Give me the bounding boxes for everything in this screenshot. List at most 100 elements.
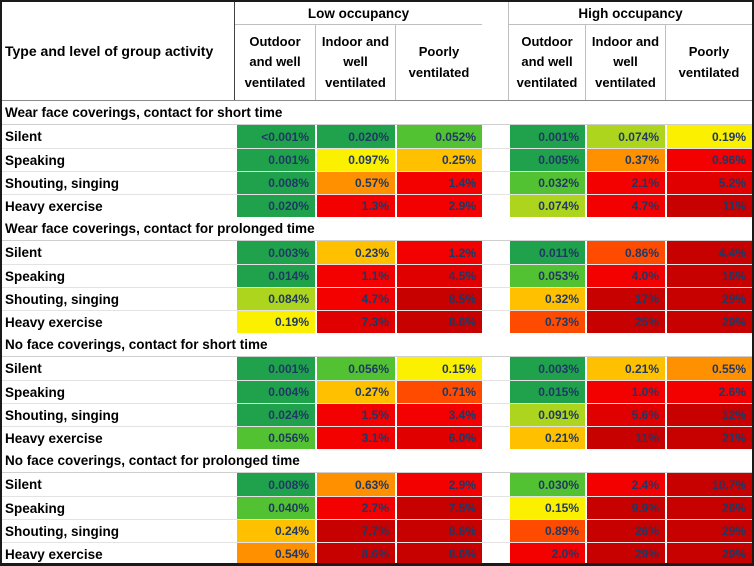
row-label: Speaking — [2, 497, 235, 519]
table-row: Shouting, singing 0.024% 1.5% 3.4% 0.091… — [2, 403, 752, 426]
table-row: Heavy exercise 0.19% 7.3% 8.6% 0.73% 25%… — [2, 310, 752, 333]
risk-cell: 3.1% — [315, 427, 395, 449]
row-label: Heavy exercise — [2, 543, 235, 563]
section-title: No face coverings, contact for prolonged… — [2, 449, 752, 473]
risk-cell: 11% — [585, 427, 665, 449]
risk-cell: 1.4% — [395, 172, 482, 194]
gap-spacer — [482, 125, 508, 148]
risk-cell: 29% — [665, 288, 752, 310]
risk-cell: 10.7% — [665, 473, 752, 496]
risk-cell: 29% — [665, 311, 752, 333]
col-header-high-outdoor: Outdoor and well ventilated — [508, 25, 585, 100]
risk-cell: 1.0% — [585, 381, 665, 403]
row-label: Shouting, singing — [2, 404, 235, 426]
risk-cell: 26% — [665, 497, 752, 519]
risk-cell: 2.1% — [585, 172, 665, 194]
risk-cell: 11% — [665, 195, 752, 217]
risk-cell: 0.056% — [235, 427, 315, 449]
risk-cell: 8.6% — [395, 520, 482, 542]
risk-cell: 1.2% — [395, 241, 482, 264]
table-body: Wear face coverings, contact for short t… — [2, 101, 752, 563]
risk-cell: 0.053% — [508, 265, 585, 287]
risk-cell: 0.25% — [395, 149, 482, 171]
risk-cell: 8.6% — [395, 543, 482, 563]
risk-cell: <0.001% — [235, 125, 315, 148]
risk-cell: 0.96% — [665, 149, 752, 171]
risk-cell: 0.030% — [508, 473, 585, 496]
risk-cell: 0.71% — [395, 381, 482, 403]
gap-spacer — [482, 497, 508, 519]
table-row: Speaking 0.001% 0.097% 0.25% 0.005% 0.37… — [2, 148, 752, 171]
risk-cell: 8.5% — [395, 288, 482, 310]
risk-cell: 0.63% — [315, 473, 395, 496]
risk-cell: 1.1% — [315, 265, 395, 287]
gap-spacer — [482, 427, 508, 449]
risk-cell: 8.6% — [395, 311, 482, 333]
header-gap-spacer — [482, 2, 508, 100]
risk-cell: 3.4% — [395, 404, 482, 426]
risk-cell: 2.9% — [395, 473, 482, 496]
risk-cell: 0.55% — [665, 357, 752, 380]
gap-spacer — [482, 473, 508, 496]
table-row: Silent 0.008% 0.63% 2.9% 0.030% 2.4% 10.… — [2, 473, 752, 496]
table-section: Wear face coverings, contact for prolong… — [2, 217, 752, 333]
risk-cell: 0.001% — [235, 149, 315, 171]
risk-cell: 0.015% — [508, 381, 585, 403]
risk-cell: 0.040% — [235, 497, 315, 519]
risk-cell: 16% — [665, 265, 752, 287]
risk-cell: 0.15% — [508, 497, 585, 519]
risk-cell: 2.9% — [395, 195, 482, 217]
risk-cell: 4.4% — [665, 241, 752, 264]
table-section: No face coverings, contact for prolonged… — [2, 449, 752, 563]
gap-spacer — [482, 311, 508, 333]
table-section: No face coverings, contact for short tim… — [2, 333, 752, 449]
risk-cell: 0.074% — [508, 195, 585, 217]
risk-cell: 0.097% — [315, 149, 395, 171]
table-section: Wear face coverings, contact for short t… — [2, 101, 752, 217]
risk-cell: 8.6% — [315, 543, 395, 563]
table-row: Speaking 0.040% 2.7% 7.5% 0.15% 9.9% 26% — [2, 496, 752, 519]
risk-cell: 0.011% — [508, 241, 585, 264]
risk-cell: 4.5% — [395, 265, 482, 287]
risk-cell: 0.73% — [508, 311, 585, 333]
row-label: Silent — [2, 357, 235, 380]
risk-cell: 0.024% — [235, 404, 315, 426]
risk-cell: 0.056% — [315, 357, 395, 380]
gap-spacer — [482, 520, 508, 542]
risk-cell: 2.4% — [585, 473, 665, 496]
table-row: Speaking 0.014% 1.1% 4.5% 0.053% 4.0% 16… — [2, 264, 752, 287]
risk-cell: 4.7% — [315, 288, 395, 310]
row-label: Speaking — [2, 149, 235, 171]
gap-spacer — [482, 543, 508, 563]
table-row: Heavy exercise 0.020% 1.3% 2.9% 0.074% 4… — [2, 194, 752, 217]
risk-cell: 26% — [585, 520, 665, 542]
col-header-low-outdoor: Outdoor and well ventilated — [244, 34, 306, 90]
row-label: Heavy exercise — [2, 311, 235, 333]
risk-cell: 7.3% — [315, 311, 395, 333]
corner-label: Type and level of group activity — [2, 2, 235, 100]
risk-cell: 0.23% — [315, 241, 395, 264]
risk-cell: 0.15% — [395, 357, 482, 380]
risk-cell: 0.54% — [235, 543, 315, 563]
risk-cell: 1.3% — [315, 195, 395, 217]
risk-cell: 0.084% — [235, 288, 315, 310]
risk-cell: 0.008% — [235, 473, 315, 496]
risk-cell: 0.27% — [315, 381, 395, 403]
risk-cell: 0.21% — [585, 357, 665, 380]
row-label: Shouting, singing — [2, 172, 235, 194]
risk-cell: 0.24% — [235, 520, 315, 542]
table-row: Heavy exercise 0.056% 3.1% 6.0% 0.21% 11… — [2, 426, 752, 449]
risk-cell: 0.19% — [665, 125, 752, 148]
risk-cell: 2.7% — [315, 497, 395, 519]
risk-cell: 9.9% — [585, 497, 665, 519]
risk-cell: 0.020% — [235, 195, 315, 217]
risk-cell: 0.032% — [508, 172, 585, 194]
table-row: Shouting, singing 0.008% 0.57% 1.4% 0.03… — [2, 171, 752, 194]
risk-cell: 0.19% — [235, 311, 315, 333]
gap-spacer — [482, 381, 508, 403]
risk-cell: 0.005% — [508, 149, 585, 171]
risk-cell: 0.21% — [508, 427, 585, 449]
gap-spacer — [482, 404, 508, 426]
risk-cell: 0.020% — [315, 125, 395, 148]
